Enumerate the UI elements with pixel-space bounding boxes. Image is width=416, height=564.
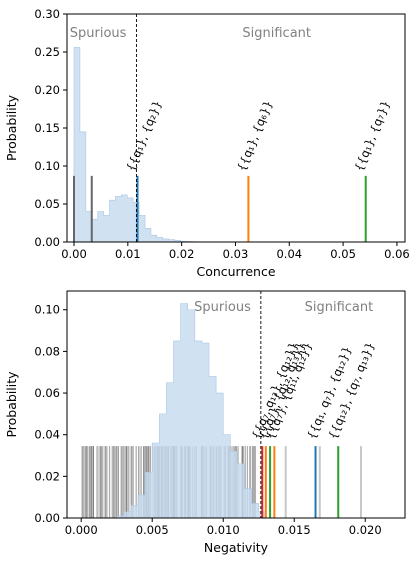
axes-frame: [66, 290, 406, 519]
x-tick-label: 0.005: [136, 523, 169, 537]
x-tick-label: 0.010: [207, 523, 240, 537]
y-axis-label: Probability: [4, 94, 19, 161]
histogram: [73, 47, 211, 242]
x-tick-label: 0.02: [169, 247, 195, 261]
plot-area: [72, 47, 367, 242]
y-tick-label: 0.10: [34, 159, 60, 173]
region-label-significant: Significant: [242, 26, 311, 41]
y-tick-label: 0.04: [34, 428, 60, 442]
x-tick-label: 0.06: [384, 247, 410, 261]
y-tick-label: 0.08: [34, 344, 60, 358]
marker-annotation: {{q₁}, {q₂}}: [123, 98, 164, 173]
concurrence-chart: Spurious Significant {{q₁}, {q₂}} {{q₁}, {q…: [4, 7, 410, 279]
y-tick-label: 0.25: [34, 45, 60, 59]
y-axis-label: Probability: [4, 371, 19, 438]
y-tick-label: 0.02: [34, 469, 60, 483]
region-label-significant: Significant: [305, 300, 374, 315]
histogram: [116, 303, 267, 518]
marker-annotation: {{q₁}, {q₆}}: [234, 98, 275, 173]
x-tick-label: 0.015: [278, 523, 311, 537]
x-tick-label: 0.04: [276, 247, 302, 261]
negativity-chart: Spurious Significant{{q₇, q₁₃}, {q₁₂}}{{q…: [4, 290, 406, 555]
x-tick-label: 0.020: [349, 523, 382, 537]
x-tick-label: 0.05: [330, 247, 356, 261]
x-tick-label: 0.01: [115, 247, 141, 261]
x-tick-label: 0.000: [65, 523, 98, 537]
x-tick-label: 0.00: [61, 247, 87, 261]
x-axis-label: Negativity: [204, 540, 269, 555]
y-tick-label: 0.20: [34, 83, 60, 97]
x-axis-label: Concurrence: [196, 264, 275, 279]
y-tick-label: 0.10: [34, 303, 60, 317]
y-tick-label: 0.06: [34, 386, 60, 400]
y-tick-label: 0.05: [34, 197, 60, 211]
y-tick-label: 0.15: [34, 121, 60, 135]
y-tick-label: 0.00: [34, 511, 60, 525]
y-tick-label: 0.30: [34, 7, 60, 21]
x-tick-label: 0.03: [223, 247, 249, 261]
plot-area: [81, 303, 362, 518]
marker-annotation: {{q₁}, {q₇}}: [352, 98, 393, 173]
y-tick-label: 0.00: [34, 235, 60, 249]
region-label-spurious: Spurious: [194, 300, 251, 315]
region-label-spurious: Spurious: [70, 26, 127, 41]
